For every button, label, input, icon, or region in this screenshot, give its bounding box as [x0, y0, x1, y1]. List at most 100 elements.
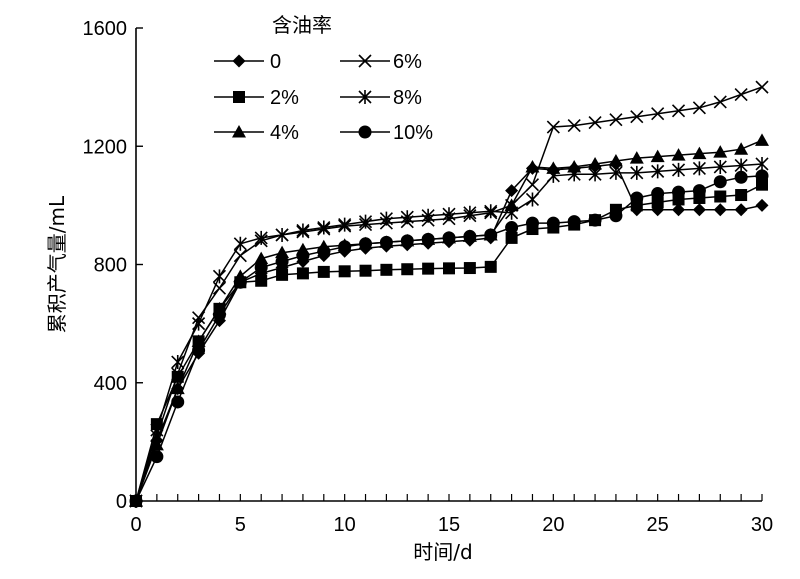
data-point — [651, 187, 665, 201]
data-point — [171, 355, 185, 370]
data-point — [379, 211, 393, 226]
data-point — [546, 161, 561, 174]
x-tick-label: 20 — [542, 514, 564, 536]
data-point — [588, 116, 602, 130]
data-point — [734, 158, 748, 173]
data-point — [525, 178, 540, 192]
data-point — [609, 209, 623, 223]
data-point — [254, 260, 268, 274]
data-point — [755, 80, 769, 94]
data-point — [421, 208, 435, 223]
legend-label: 4% — [270, 122, 299, 144]
data-point — [400, 234, 414, 248]
data-point — [296, 223, 310, 238]
data-point — [379, 235, 393, 249]
x-axis-title: 时间/d — [413, 540, 472, 564]
data-point — [463, 262, 476, 275]
data-point — [421, 232, 435, 246]
series-line — [135, 139, 763, 502]
data-point — [756, 178, 768, 191]
data-point — [672, 203, 686, 217]
legend-marker — [358, 54, 372, 68]
data-point — [275, 255, 289, 269]
data-point — [484, 204, 498, 219]
series-line — [135, 86, 763, 502]
data-point — [317, 265, 330, 278]
data-point — [275, 245, 290, 259]
y-axis-title: 累积产气量/mL — [45, 195, 69, 333]
y-tick-label: 0 — [116, 491, 127, 513]
legend-entry-4: 8% — [340, 87, 422, 109]
data-point — [296, 267, 309, 280]
data-point — [276, 268, 289, 281]
data-point — [755, 198, 769, 212]
series-1 — [130, 178, 768, 507]
data-point — [401, 263, 414, 276]
data-point — [129, 494, 143, 508]
data-point — [505, 205, 519, 220]
data-point — [692, 184, 706, 198]
data-point — [734, 87, 748, 102]
data-point — [296, 249, 310, 263]
data-point — [734, 203, 748, 217]
data-point — [588, 213, 602, 227]
data-point — [358, 214, 373, 229]
data-point — [170, 381, 185, 395]
data-point — [567, 167, 581, 182]
data-point — [212, 308, 226, 322]
data-point — [192, 343, 206, 357]
x-tick-label: 30 — [751, 514, 773, 536]
data-point — [233, 236, 247, 251]
data-point — [734, 170, 748, 184]
legend-title: 含油率 — [272, 13, 332, 37]
legend: 含油率 0 2% 4% 6% 8% 10% — [214, 13, 433, 144]
data-point — [484, 260, 497, 273]
data-point — [651, 107, 665, 121]
data-point — [442, 231, 456, 245]
data-point — [630, 110, 644, 124]
data-point — [254, 251, 269, 265]
data-point — [359, 237, 373, 251]
data-point — [505, 221, 519, 235]
data-point — [713, 159, 727, 174]
x-tick-label: 0 — [130, 514, 141, 536]
data-point — [609, 113, 623, 127]
data-point — [525, 216, 539, 230]
data-point — [735, 189, 748, 202]
data-point — [608, 154, 623, 167]
data-point — [713, 95, 727, 109]
data-point — [525, 192, 540, 207]
data-point — [150, 423, 164, 438]
data-point — [671, 104, 686, 118]
legend-entry-0: 0 — [214, 51, 281, 73]
data-point — [505, 231, 518, 244]
data-point — [380, 263, 393, 276]
x-tick-label: 15 — [438, 514, 460, 536]
data-point — [317, 220, 331, 235]
data-point — [212, 281, 227, 295]
data-point — [713, 203, 727, 217]
data-point — [755, 133, 769, 146]
data-point — [484, 228, 498, 242]
data-point — [546, 120, 560, 134]
data-point — [171, 367, 185, 381]
data-point — [692, 203, 706, 217]
data-point — [150, 450, 164, 464]
legend-marker — [233, 91, 245, 103]
data-point — [317, 244, 331, 258]
x-tick-label: 10 — [334, 514, 356, 536]
data-point — [359, 264, 372, 277]
data-point — [546, 216, 560, 230]
data-point — [672, 185, 686, 199]
x-tick-label: 25 — [647, 514, 669, 536]
series-3 — [129, 80, 769, 508]
data-point — [713, 175, 727, 189]
data-point — [692, 161, 706, 176]
legend-entry-5: 10% — [340, 122, 433, 144]
y-tick-label: 400 — [94, 373, 127, 395]
data-point — [255, 274, 268, 287]
legend-marker — [358, 125, 372, 139]
series-4 — [129, 156, 769, 508]
legend-marker — [232, 54, 246, 68]
